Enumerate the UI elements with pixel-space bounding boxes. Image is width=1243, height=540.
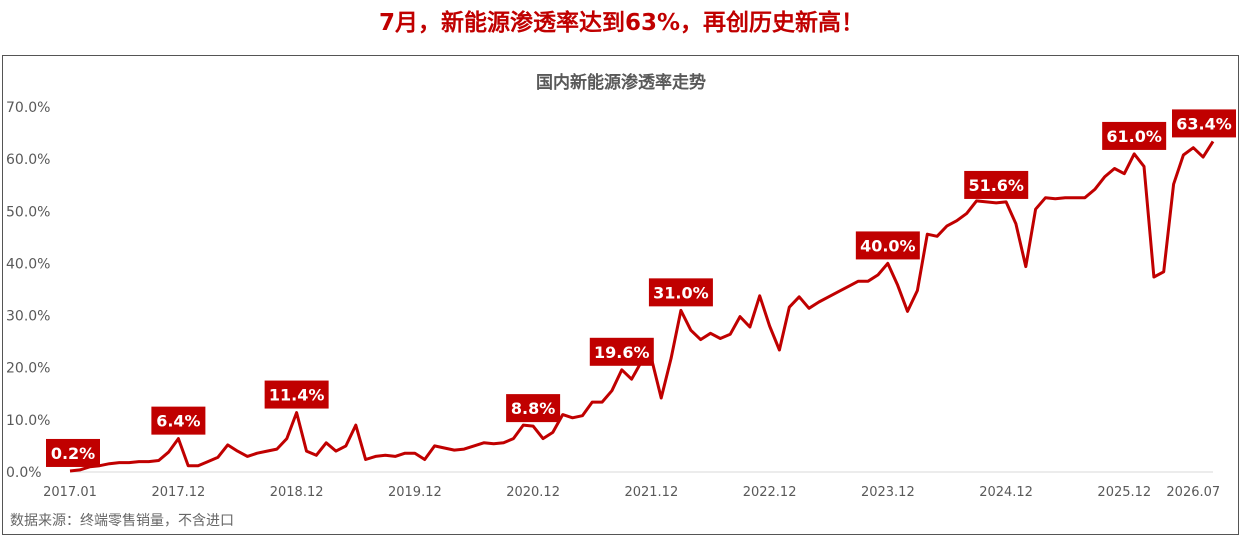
data-label-box — [589, 337, 654, 366]
data-label-text: 6.4% — [156, 412, 200, 431]
data-label-box — [648, 278, 713, 307]
page-headline: 7月，新能源渗透率达到63%，再创历史新高！ — [378, 10, 865, 36]
data-label: 40.0% — [855, 231, 920, 260]
x-tick-label: 2023.12 — [861, 485, 915, 500]
series-line — [69, 140, 1215, 473]
data-label: 11.4% — [264, 380, 329, 409]
x-tick-label: 2024.12 — [979, 485, 1033, 500]
data-label-text: 31.0% — [653, 283, 709, 302]
y-tick-label: 60.0% — [6, 152, 50, 168]
data-label-text: 40.0% — [860, 236, 916, 255]
data-label-box — [151, 406, 206, 435]
data-label-box — [46, 438, 100, 467]
x-tick-label: 2021.12 — [624, 485, 678, 500]
x-tick-label: 2025.12 — [1097, 485, 1151, 500]
chart-frame — [2, 55, 1239, 535]
y-tick-label: 50.0% — [6, 204, 50, 220]
x-tick-label: 2022.12 — [743, 485, 797, 500]
source-note: 数据来源：终端零售销量，不含进口 — [10, 513, 234, 529]
x-tick-label: 2017.01 — [43, 485, 97, 500]
data-label: 19.6% — [589, 337, 654, 366]
y-axis: 0.0% 10.0% 20.0% 30.0% 40.0% 50.0% 60.0% 70.0% — [6, 100, 50, 481]
data-label-box — [1172, 109, 1236, 138]
y-tick-label: 0.0% — [6, 465, 42, 481]
series-layer — [69, 140, 1215, 473]
data-label-text: 11.4% — [269, 386, 325, 405]
x-axis: 2017.01 2017.12 2018.12 2019.12 2020.12 2021.… — [43, 471, 1220, 500]
data-label-text: 63.4% — [1176, 114, 1232, 133]
x-tick-label: 2026.07 — [1166, 485, 1220, 500]
data-label-box — [964, 170, 1029, 199]
y-tick-label: 30.0% — [6, 309, 50, 325]
data-label-text: 51.6% — [968, 176, 1024, 195]
data-label-text: 8.8% — [511, 399, 555, 418]
data-label: 63.4% — [1172, 109, 1236, 138]
x-tick-label: 2018.12 — [270, 485, 324, 500]
data-label: 6.4% — [151, 406, 206, 435]
data-label-box — [264, 380, 329, 409]
data-label-text: 0.2% — [51, 444, 95, 463]
data-label: 31.0% — [648, 278, 713, 307]
y-tick-label: 20.0% — [6, 361, 50, 377]
data-label-text: 19.6% — [594, 343, 650, 362]
data-label: 8.8% — [506, 394, 561, 423]
chart-title: 国内新能源渗透率走势 — [536, 72, 706, 93]
data-label-text: 61.0% — [1106, 127, 1162, 146]
data-label-box — [1102, 121, 1167, 150]
y-tick-label: 40.0% — [6, 256, 50, 272]
data-label-box — [506, 394, 561, 423]
x-tick-label: 2020.12 — [506, 485, 560, 500]
data-label: 51.6% — [964, 170, 1029, 199]
y-tick-label: 70.0% — [6, 100, 50, 116]
data-label: 61.0% — [1102, 121, 1167, 150]
data-label-box — [855, 231, 920, 260]
data-labels-layer: 0.2% 6.4% 11.4% 8.8% 19.6% 31.0% 40.0% 51.6% 61.… — [46, 109, 1236, 467]
y-tick-label: 10.0% — [6, 413, 50, 429]
x-tick-label: 2017.12 — [152, 485, 206, 500]
data-label: 0.2% — [46, 438, 100, 467]
x-tick-label: 2019.12 — [388, 485, 442, 500]
